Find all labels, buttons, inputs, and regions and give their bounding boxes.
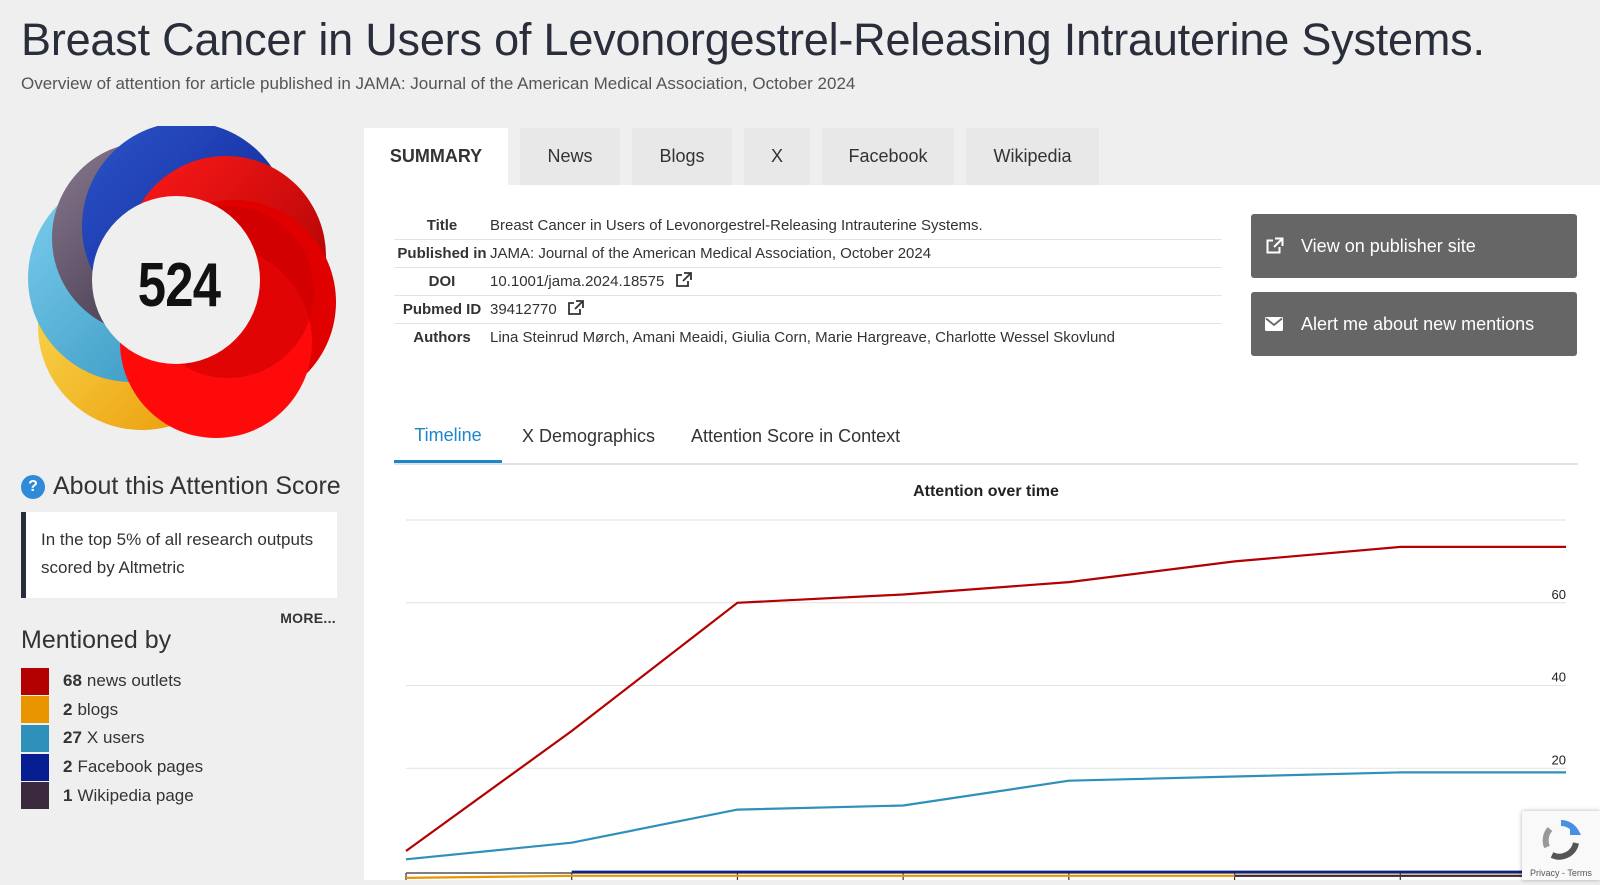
- recaptcha-icon: [1542, 820, 1582, 860]
- alert-label: Alert me about new mentions: [1301, 313, 1535, 334]
- mention-label: news outlets: [86, 671, 182, 691]
- pubmed-link[interactable]: 39412770: [490, 300, 557, 318]
- mentions-list: 68 news outlets 2 blogs 27 X users 2 Fac…: [21, 667, 203, 810]
- y-tick-label: 60: [1552, 587, 1566, 602]
- doi-link[interactable]: 10.1001/jama.2024.18575: [490, 272, 665, 290]
- mention-count: 1: [63, 785, 73, 805]
- mention-count: 27: [63, 728, 82, 748]
- subtab-timeline[interactable]: Timeline: [394, 410, 502, 463]
- tab-wikipedia[interactable]: Wikipedia: [966, 128, 1099, 185]
- mention-label: X users: [86, 728, 145, 748]
- tab-x[interactable]: X: [744, 128, 810, 185]
- mention-news[interactable]: 68 news outlets: [21, 667, 203, 696]
- donut-graphic: [28, 122, 336, 438]
- tab-summary[interactable]: SUMMARY: [364, 128, 508, 185]
- facebook-swatch: [21, 753, 49, 781]
- detail-row-published: Published in JAMA: Journal of the Americ…: [394, 239, 1222, 268]
- chart-svg: Attention over time 20 40 60: [405, 483, 1567, 880]
- mention-label: Wikipedia page: [77, 785, 194, 805]
- detail-row-authors: Authors Lina Steinrud Mørch, Amani Meaid…: [394, 324, 1222, 352]
- detail-value: JAMA: Journal of the American Medical As…: [490, 239, 1222, 268]
- wikipedia-swatch: [21, 782, 49, 810]
- score-context-box: In the top 5% of all research outputs sc…: [21, 512, 337, 598]
- external-link-icon[interactable]: [675, 271, 692, 292]
- series-line-1: [405, 771, 1566, 861]
- alert-button[interactable]: Alert me about new mentions: [1251, 292, 1577, 356]
- detail-row-title: Title Breast Cancer in Users of Levonorg…: [394, 212, 1222, 240]
- article-details: Title Breast Cancer in Users of Levonorg…: [394, 212, 1222, 351]
- subtab-score-in-context[interactable]: Attention Score in Context: [691, 426, 901, 446]
- page-subtitle: Overview of attention for article publis…: [21, 74, 856, 93]
- chart-title: Attention over time: [913, 483, 1059, 500]
- mention-count: 68: [63, 671, 82, 691]
- subtab-bar: Timeline X Demographics Attention Score …: [394, 410, 1578, 465]
- tab-blogs[interactable]: Blogs: [632, 128, 732, 185]
- page-title: Breast Cancer in Users of Levonorgestrel…: [21, 14, 1485, 65]
- mention-count: 2: [63, 699, 73, 719]
- attention-score: 524: [137, 250, 221, 320]
- tab-facebook[interactable]: Facebook: [822, 128, 954, 185]
- x-swatch: [21, 724, 49, 752]
- about-heading: ? About this Attention Score: [21, 472, 341, 501]
- detail-label: Pubmed ID: [394, 295, 490, 324]
- mention-wikipedia[interactable]: 1 Wikipedia page: [21, 781, 203, 810]
- about-title: About this Attention Score: [53, 472, 341, 500]
- subtab-x-demographics[interactable]: X Demographics: [522, 426, 656, 446]
- recaptcha-badge[interactable]: Privacy - Terms: [1522, 811, 1600, 880]
- detail-label: Authors: [413, 329, 471, 346]
- mention-label: Facebook pages: [77, 757, 204, 777]
- y-tick-label: 40: [1552, 670, 1566, 685]
- mention-blogs[interactable]: 2 blogs: [21, 696, 203, 725]
- tab-news[interactable]: News: [520, 128, 620, 185]
- envelope-icon: [1265, 317, 1287, 331]
- altmetric-donut[interactable]: 524: [20, 122, 338, 444]
- mentioned-by-title: Mentioned by: [21, 626, 172, 654]
- tab-bar: SUMMARY News Blogs X Facebook Wikipedia: [364, 128, 1111, 185]
- external-link-icon[interactable]: [567, 299, 584, 320]
- mention-label: blogs: [77, 699, 119, 719]
- recaptcha-links[interactable]: Privacy - Terms: [1530, 868, 1592, 878]
- help-icon[interactable]: ?: [21, 474, 45, 499]
- detail-value: Breast Cancer in Users of Levonorgestrel…: [490, 212, 1222, 240]
- view-publisher-label: View on publisher site: [1301, 235, 1476, 256]
- series-line-0: [405, 545, 1566, 852]
- mention-count: 2: [63, 757, 73, 777]
- detail-label: Title: [394, 212, 490, 240]
- mention-facebook[interactable]: 2 Facebook pages: [21, 753, 203, 782]
- mention-x[interactable]: 27 X users: [21, 724, 203, 753]
- external-link-icon: [1265, 237, 1287, 255]
- detail-label: Published in: [394, 239, 490, 268]
- detail-label: DOI: [394, 267, 490, 296]
- blogs-swatch: [21, 696, 49, 724]
- detail-value: Lina Steinrud Mørch, Amani Meaidi, Giuli…: [490, 329, 1115, 346]
- detail-row-doi: DOI 10.1001/jama.2024.18575: [394, 267, 1222, 296]
- detail-row-pubmed: Pubmed ID 39412770: [394, 295, 1222, 324]
- view-publisher-button[interactable]: View on publisher site: [1251, 214, 1577, 278]
- y-tick-label: 20: [1552, 752, 1566, 767]
- news-swatch: [21, 667, 49, 695]
- more-link[interactable]: MORE...: [280, 610, 336, 626]
- attention-chart: Attention over time 20 40 60: [394, 480, 1594, 880]
